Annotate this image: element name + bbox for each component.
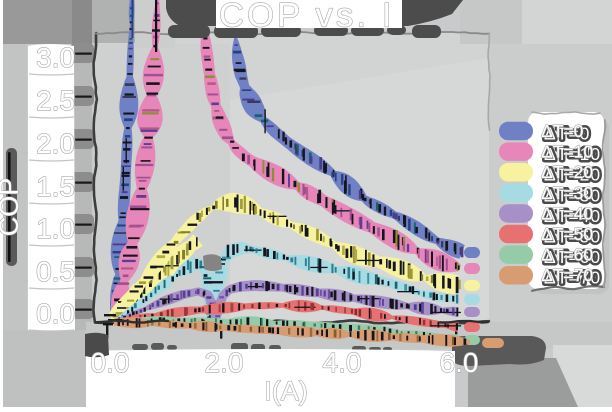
svg-text:ΔT=30: ΔT=30 [541, 183, 593, 203]
svg-text:6.0: 6.0 [440, 347, 479, 378]
svg-text:ΔT=0: ΔT=0 [544, 124, 590, 144]
svg-text:1.5: 1.5 [36, 171, 75, 202]
svg-text:2.0: 2.0 [36, 128, 75, 159]
svg-text:ΔT=30: ΔT=30 [544, 185, 601, 205]
svg-text:ΔT=40: ΔT=40 [541, 203, 593, 223]
svg-text:ΔT=10: ΔT=10 [544, 144, 601, 164]
svg-text:3.0: 3.0 [36, 42, 75, 73]
svg-text:ΔT=60: ΔT=60 [541, 245, 593, 265]
svg-text:ΔT=20: ΔT=20 [544, 165, 601, 185]
svg-text:2.5: 2.5 [36, 85, 75, 116]
svg-text:ΔT=40: ΔT=40 [544, 206, 601, 226]
svg-text:COP: COP [0, 178, 24, 237]
svg-text:COP vs. I: COP vs. I [219, 0, 395, 35]
svg-text:ΔT=70: ΔT=70 [544, 268, 601, 288]
svg-text:0.5: 0.5 [36, 256, 75, 287]
svg-text:ΔT=10: ΔT=10 [541, 142, 593, 162]
svg-text:2.0: 2.0 [205, 347, 244, 378]
svg-text:0.0: 0.0 [91, 347, 130, 378]
svg-text:ΔT=20: ΔT=20 [541, 162, 593, 182]
svg-text:ΔT=50: ΔT=50 [541, 224, 593, 244]
svg-text:ΔT=0: ΔT=0 [541, 121, 584, 141]
svg-text:I(A): I(A) [264, 376, 308, 406]
svg-text:ΔT=60: ΔT=60 [544, 247, 601, 267]
svg-text:ΔT=70: ΔT=70 [541, 265, 593, 285]
svg-text:1.0: 1.0 [36, 213, 75, 244]
svg-text:0.0: 0.0 [36, 298, 75, 329]
svg-text:4.0: 4.0 [323, 347, 362, 378]
svg-text:ΔT=50: ΔT=50 [544, 227, 601, 247]
